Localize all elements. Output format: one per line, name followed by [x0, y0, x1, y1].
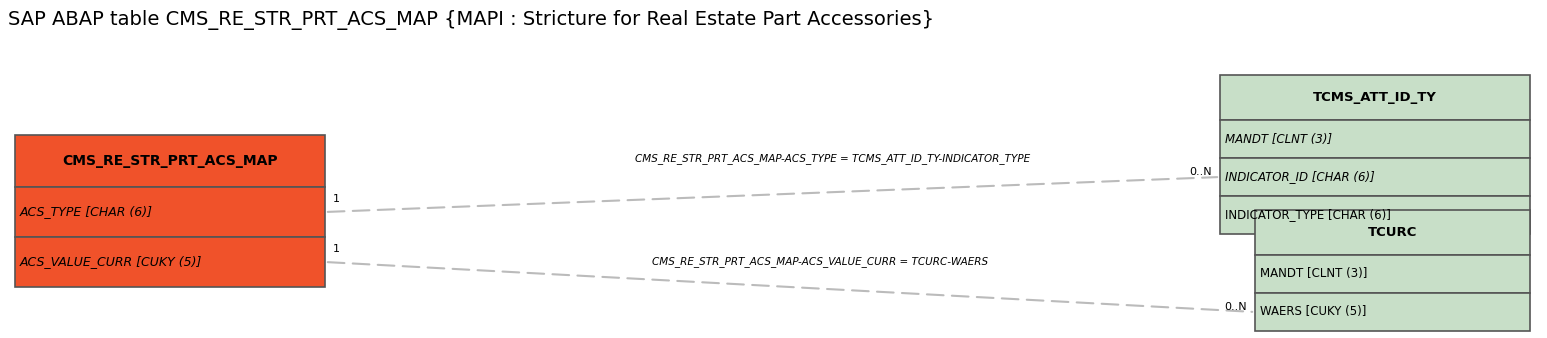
Bar	[15, 135, 325, 187]
Text: WAERS [CUKY (5)]: WAERS [CUKY (5)]	[1259, 306, 1366, 318]
Text: INDICATOR_ID [CHAR (6)]: INDICATOR_ID [CHAR (6)]	[1225, 170, 1375, 184]
Text: TCMS_ATT_ID_TY: TCMS_ATT_ID_TY	[1313, 91, 1437, 104]
Text: MANDT [CLNT (3)]: MANDT [CLNT (3)]	[1259, 267, 1368, 281]
Text: INDICATOR_TYPE [CHAR (6)]: INDICATOR_TYPE [CHAR (6)]	[1225, 209, 1391, 221]
Bar	[15, 187, 325, 237]
Bar	[1255, 210, 1530, 255]
Text: MANDT [CLNT (3)]: MANDT [CLNT (3)]	[1225, 132, 1332, 145]
Bar	[1221, 158, 1530, 196]
Text: TCURC: TCURC	[1368, 226, 1417, 239]
Bar	[1255, 255, 1530, 293]
Bar	[1255, 293, 1530, 331]
Text: ACS_TYPE [CHAR (6)]: ACS_TYPE [CHAR (6)]	[20, 206, 153, 218]
Text: SAP ABAP table CMS_RE_STR_PRT_ACS_MAP {MAPI : Stricture for Real Estate Part Acc: SAP ABAP table CMS_RE_STR_PRT_ACS_MAP {M…	[8, 10, 934, 30]
Bar	[1221, 196, 1530, 234]
Text: 1: 1	[333, 244, 340, 254]
Text: CMS_RE_STR_PRT_ACS_MAP-ACS_TYPE = TCMS_ATT_ID_TY-INDICATOR_TYPE: CMS_RE_STR_PRT_ACS_MAP-ACS_TYPE = TCMS_A…	[634, 153, 1030, 165]
Text: CMS_RE_STR_PRT_ACS_MAP-ACS_VALUE_CURR = TCURC-WAERS: CMS_RE_STR_PRT_ACS_MAP-ACS_VALUE_CURR = …	[651, 256, 989, 267]
Text: 1: 1	[333, 194, 340, 204]
Bar	[1221, 75, 1530, 120]
Text: CMS_RE_STR_PRT_ACS_MAP: CMS_RE_STR_PRT_ACS_MAP	[62, 154, 278, 168]
Text: ACS_VALUE_CURR [CUKY (5)]: ACS_VALUE_CURR [CUKY (5)]	[20, 256, 203, 268]
Text: 0..N: 0..N	[1224, 302, 1247, 312]
Text: 0..N: 0..N	[1190, 167, 1211, 177]
Bar	[1221, 120, 1530, 158]
Bar	[15, 237, 325, 287]
